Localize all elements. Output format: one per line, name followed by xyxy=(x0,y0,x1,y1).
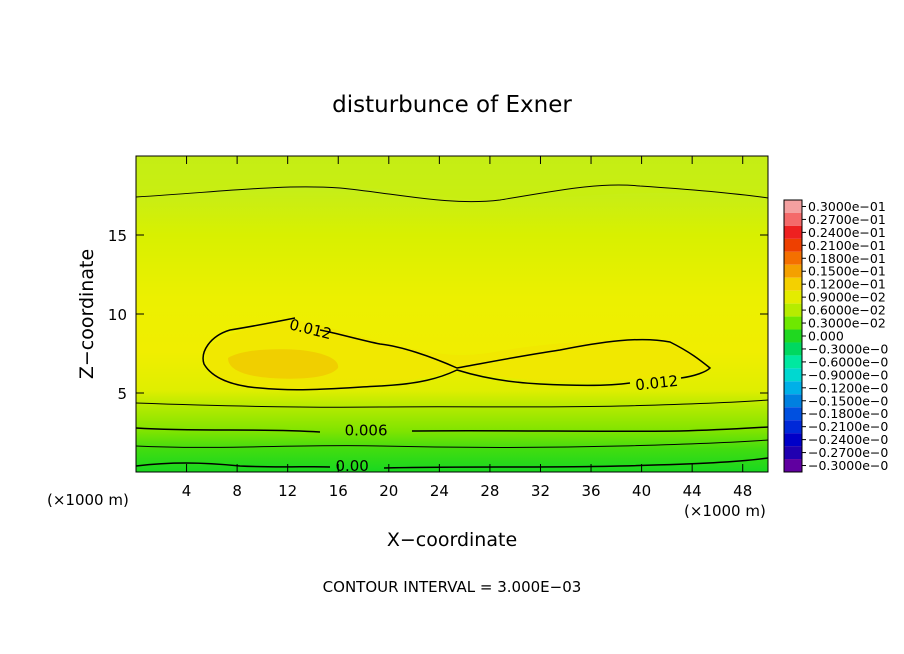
contour-line-009 xyxy=(136,399,768,408)
colorbar-swatch xyxy=(784,394,802,408)
colorbar-label: 0.2100e−01 xyxy=(808,238,886,253)
colorbar-label: 0.2400e−01 xyxy=(808,225,886,240)
colorbar-label: 0.1200e−01 xyxy=(808,277,886,292)
contour-lines xyxy=(136,184,768,469)
field-background xyxy=(136,156,768,472)
contour-line-000 xyxy=(136,457,768,469)
colorbar-swatch xyxy=(784,355,802,369)
colorbar-label: 0.6000e−02 xyxy=(808,303,886,318)
contour-label: 0.006 xyxy=(345,421,388,439)
y-tick-label: 15 xyxy=(108,227,127,245)
x-tick-label: 8 xyxy=(232,482,242,500)
colorbar-label: −0.2400e−0 xyxy=(808,432,888,447)
colorbar-label: −0.6000e−0 xyxy=(808,354,888,369)
colorbar-label: −0.1500e−0 xyxy=(808,393,888,408)
colorbar-swatch xyxy=(784,459,802,472)
x-tick-label: 12 xyxy=(278,482,297,500)
colorbar-label: 0.3000e−02 xyxy=(808,316,886,331)
x-tick-label: 20 xyxy=(379,482,398,500)
colorbar-swatch xyxy=(784,238,802,252)
y-axis: 5 10 15 xyxy=(108,227,768,403)
colorbar-swatch xyxy=(784,329,802,343)
colorbar-swatch xyxy=(784,368,802,382)
y-axis-label: Z−coordinate xyxy=(76,249,98,379)
colorbar-label: 0.000 xyxy=(808,329,844,344)
colorbar-swatch xyxy=(784,290,802,304)
colorbar-swatch xyxy=(784,381,802,395)
x-unit-right: (×1000 m) xyxy=(684,502,766,520)
x-tick-label: 4 xyxy=(182,482,192,500)
y-tick-label: 10 xyxy=(108,306,127,324)
colorbar-label: −0.3000e−0 xyxy=(808,458,888,473)
colorbar: 0.3000e−010.2700e−010.2400e−010.2100e−01… xyxy=(783,199,888,473)
x-tick-label: 44 xyxy=(683,482,702,500)
colorbar-swatch xyxy=(784,277,802,291)
contour-line-012 xyxy=(202,317,712,391)
colorbar-swatch xyxy=(784,446,802,460)
contour-label: 0.012 xyxy=(634,372,679,394)
x-tick-label: 28 xyxy=(480,482,499,500)
colorbar-swatch xyxy=(784,264,802,278)
contour-line-006 xyxy=(136,426,768,433)
x-tick-label: 16 xyxy=(329,482,348,500)
colorbar-label: −0.1800e−0 xyxy=(808,406,888,421)
colorbar-label: 0.2700e−01 xyxy=(808,212,886,227)
colorbar-swatch xyxy=(784,251,802,265)
colorbar-label: −0.2700e−0 xyxy=(808,445,888,460)
colorbar-swatch xyxy=(784,212,802,226)
band-upper xyxy=(136,156,768,201)
chart-title: disturbunce of Exner xyxy=(332,92,572,118)
colorbar-label: −0.3000e−0 xyxy=(808,341,888,356)
x-unit-left: (×1000 m) xyxy=(47,491,129,509)
contour-label: 0.00 xyxy=(335,457,368,475)
colorbar-swatch xyxy=(784,342,802,356)
colorbar-label: −0.9000e−0 xyxy=(808,367,888,382)
colorbar-label: 0.9000e−02 xyxy=(808,290,886,305)
x-tick-label: 24 xyxy=(430,482,449,500)
x-tick-label: 36 xyxy=(581,482,600,500)
colorbar-label: 0.1800e−01 xyxy=(808,251,886,266)
x-axis: 4 8 12 16 20 24 28 32 36 40 44 48 xyxy=(182,156,752,500)
x-tick-label: 32 xyxy=(531,482,550,500)
x-axis-label: X−coordinate xyxy=(387,529,517,551)
colorbar-swatch xyxy=(784,433,802,447)
colorbar-swatch xyxy=(784,225,802,239)
contour-line-upper xyxy=(136,184,768,203)
contour-line-003 xyxy=(136,439,768,448)
y-tick-label: 5 xyxy=(117,385,127,403)
colorbar-swatch xyxy=(784,316,802,330)
colorbar-label: 0.1500e−01 xyxy=(808,264,886,279)
x-tick-label: 40 xyxy=(632,482,651,500)
colorbar-label: −0.2100e−0 xyxy=(808,419,888,434)
colorbar-label: −0.1200e−0 xyxy=(808,380,888,395)
contour-interval-note: CONTOUR INTERVAL = 3.000E−03 xyxy=(323,578,582,596)
colorbar-swatch xyxy=(784,200,802,213)
colorbar-label: 0.3000e−01 xyxy=(808,199,886,214)
colorbar-swatch xyxy=(784,407,802,421)
colorbar-swatch xyxy=(784,303,802,317)
x-tick-label: 48 xyxy=(733,482,752,500)
core-015 xyxy=(228,349,339,379)
colorbar-swatch xyxy=(784,420,802,434)
